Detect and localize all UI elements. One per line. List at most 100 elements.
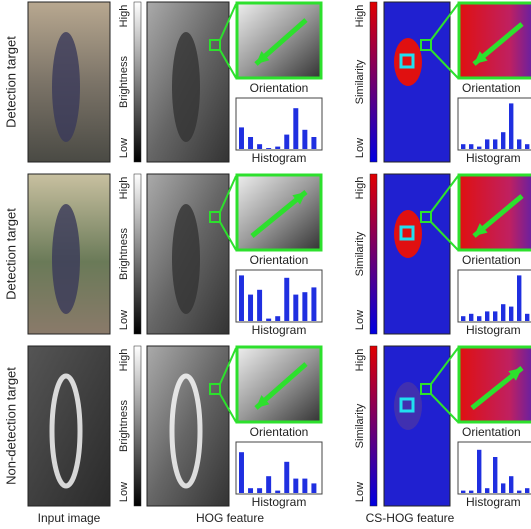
row-label: Non-detection target bbox=[3, 367, 18, 485]
scale-name: Similarity bbox=[354, 59, 366, 104]
histogram-bar bbox=[293, 108, 298, 149]
histogram-bar bbox=[509, 103, 513, 149]
histogram-label: Histogram bbox=[252, 323, 307, 337]
histogram-bar bbox=[525, 488, 529, 493]
histogram-bar bbox=[302, 130, 307, 149]
scale-name: Brightness bbox=[118, 400, 130, 452]
scale-low: Low bbox=[118, 310, 130, 330]
figure: Detection target High Brightness Low Orienta… bbox=[0, 0, 531, 529]
orientation-label: Orientation bbox=[250, 253, 309, 267]
histogram-bar bbox=[284, 278, 289, 321]
similar-region bbox=[394, 382, 422, 430]
histogram-bar bbox=[469, 314, 473, 321]
histogram-label: Histogram bbox=[466, 495, 521, 509]
scale-name: Similarity bbox=[354, 403, 366, 448]
histogram-bar bbox=[248, 295, 253, 321]
histogram-bar bbox=[311, 483, 316, 493]
histogram-bar bbox=[284, 462, 289, 493]
histogram-bar bbox=[239, 275, 244, 321]
histogram-bar bbox=[266, 476, 271, 493]
histogram-bar bbox=[302, 479, 307, 493]
histogram-bar bbox=[485, 139, 489, 149]
zoom-panel bbox=[459, 347, 531, 422]
histogram-bar bbox=[266, 148, 271, 149]
hog-image bbox=[147, 346, 229, 506]
scale-name: Brightness bbox=[118, 228, 130, 280]
histogram-bar bbox=[485, 311, 489, 321]
hog-silhouette bbox=[172, 32, 200, 142]
brightness-bar bbox=[134, 2, 141, 162]
scale-low: Low bbox=[118, 138, 130, 158]
histogram-bar bbox=[257, 488, 262, 493]
scale-name: Similarity bbox=[354, 231, 366, 276]
scale-high: High bbox=[118, 349, 130, 372]
histogram-bar bbox=[293, 479, 298, 493]
histogram-bar bbox=[493, 139, 497, 149]
person-silhouette bbox=[52, 32, 80, 142]
histogram-bar bbox=[493, 457, 497, 493]
histogram-bar bbox=[311, 137, 316, 149]
histogram-bar bbox=[525, 144, 529, 149]
histogram-bar bbox=[311, 287, 316, 321]
histogram-bar bbox=[461, 144, 465, 149]
histogram-bar bbox=[517, 275, 521, 321]
orientation-label: Orientation bbox=[250, 425, 309, 439]
zoom-panel bbox=[459, 3, 531, 78]
histogram-bar bbox=[469, 491, 473, 493]
cs-hog-image bbox=[384, 346, 450, 506]
hog-silhouette bbox=[172, 204, 200, 314]
row-label: Detection target bbox=[3, 36, 18, 128]
orientation-label: Orientation bbox=[462, 253, 521, 267]
scale-name: Brightness bbox=[118, 56, 130, 108]
histogram-bar bbox=[239, 452, 244, 493]
histogram-label: Histogram bbox=[252, 151, 307, 165]
column-label: Input image bbox=[38, 511, 101, 525]
zoom-panel bbox=[459, 175, 531, 250]
histogram-bar bbox=[501, 483, 505, 493]
scale-low: Low bbox=[354, 310, 366, 330]
histogram-label: Histogram bbox=[466, 323, 521, 337]
similarity-bar bbox=[370, 174, 377, 334]
orientation-label: Orientation bbox=[462, 81, 521, 95]
histogram-bar bbox=[284, 135, 289, 149]
histogram-bar bbox=[461, 491, 465, 493]
histogram-bar bbox=[266, 319, 271, 321]
histogram-bar bbox=[509, 476, 513, 493]
scale-high: High bbox=[354, 177, 366, 200]
histogram-bar bbox=[469, 144, 473, 149]
orientation-label: Orientation bbox=[250, 81, 309, 95]
histogram-bar bbox=[509, 307, 513, 321]
scale-high: High bbox=[354, 349, 366, 372]
histogram-bar bbox=[525, 314, 529, 321]
histogram-box bbox=[236, 442, 322, 494]
histogram-bar bbox=[501, 132, 505, 149]
histogram-label: Histogram bbox=[252, 495, 307, 509]
histogram-bar bbox=[517, 491, 521, 493]
histogram-bar bbox=[257, 144, 262, 149]
row-label: Detection target bbox=[3, 208, 18, 300]
histogram-bar bbox=[477, 316, 481, 321]
histogram-bar bbox=[257, 290, 262, 321]
histogram-bar bbox=[501, 304, 505, 321]
scale-high: High bbox=[118, 5, 130, 28]
orientation-label: Orientation bbox=[462, 425, 521, 439]
brightness-bar bbox=[134, 346, 141, 506]
histogram-bar bbox=[248, 137, 253, 149]
histogram-bar bbox=[248, 488, 253, 493]
cs-hog-image bbox=[384, 174, 450, 334]
histogram-bar bbox=[517, 139, 521, 149]
brightness-bar bbox=[134, 174, 141, 334]
histogram-bar bbox=[239, 127, 244, 149]
histogram-bar bbox=[275, 147, 280, 149]
similar-region bbox=[394, 38, 422, 86]
scale-low: Low bbox=[354, 482, 366, 502]
column-label: CS-HOG feature bbox=[366, 511, 455, 525]
person-silhouette bbox=[52, 204, 80, 314]
cs-hog-image bbox=[384, 2, 450, 162]
histogram-label: Histogram bbox=[466, 151, 521, 165]
column-label: HOG feature bbox=[196, 511, 264, 525]
histogram-bar bbox=[275, 491, 280, 493]
histogram-bar bbox=[477, 147, 481, 149]
similarity-bar bbox=[370, 2, 377, 162]
histogram-bar bbox=[493, 311, 497, 321]
